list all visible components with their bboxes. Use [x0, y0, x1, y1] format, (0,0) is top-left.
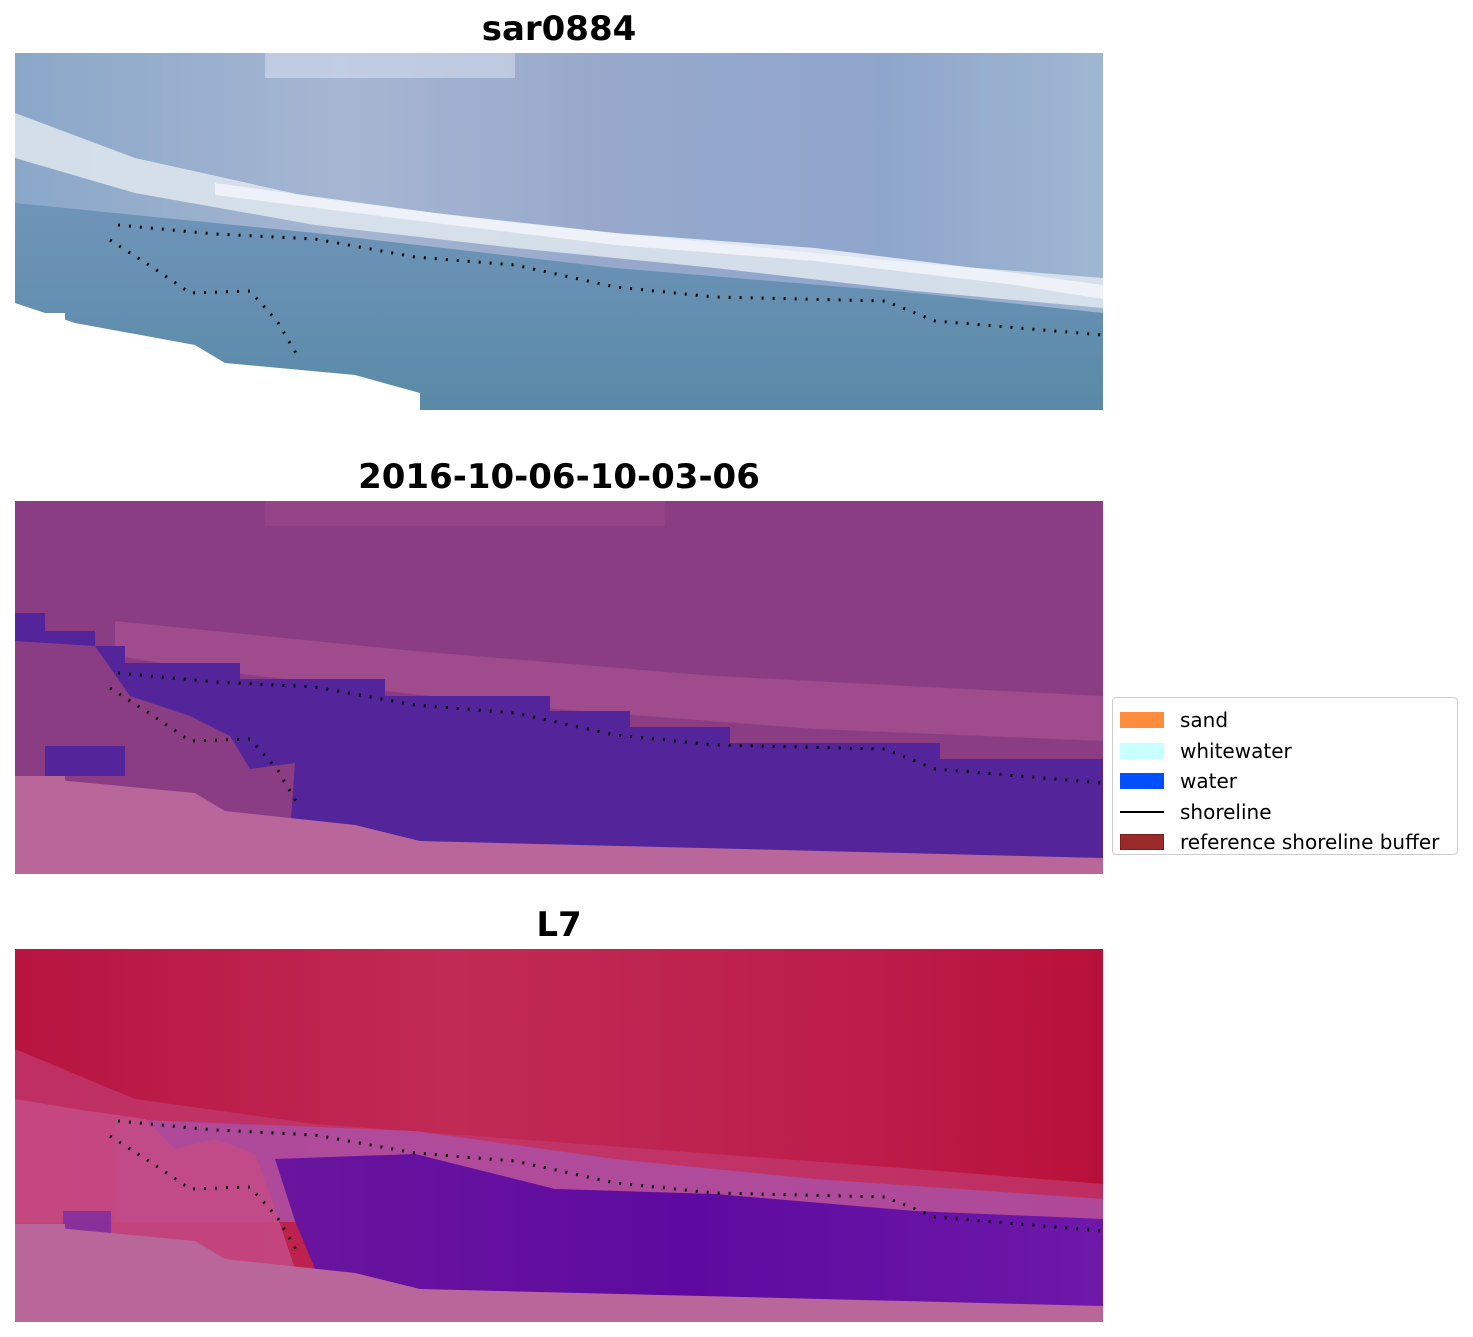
legend-item-whitewater: whitewater: [1120, 736, 1457, 767]
rgb-image: [15, 53, 1103, 410]
shoreline-line-swatch: [1120, 810, 1164, 813]
reference-buffer-swatch: [1120, 834, 1164, 851]
whitewater-swatch: [1120, 742, 1164, 759]
false-color-image: [15, 949, 1103, 1322]
legend-item-sand: sand: [1120, 705, 1457, 736]
legend: sand whitewater water shoreline referenc…: [1112, 697, 1458, 855]
legend-item-reference-buffer: reference shoreline buffer: [1120, 827, 1457, 858]
classified-image-panel: [15, 501, 1103, 874]
sand-swatch: [1120, 712, 1164, 729]
classified-image: [15, 501, 1103, 874]
rgb-image-panel: [15, 53, 1103, 410]
panel-title-sensor: L7: [536, 905, 582, 945]
legend-item-water: water: [1120, 766, 1457, 797]
panel-title-classified: 2016-10-06-10-03-06: [358, 457, 760, 497]
false-color-image-panel: [15, 949, 1103, 1322]
water-swatch: [1120, 773, 1164, 790]
panel-title-rgb: sar0884: [481, 9, 637, 49]
legend-item-shoreline: shoreline: [1120, 797, 1457, 828]
